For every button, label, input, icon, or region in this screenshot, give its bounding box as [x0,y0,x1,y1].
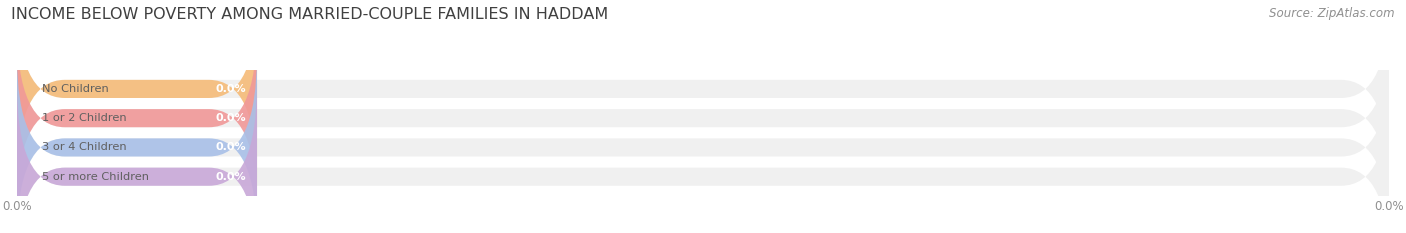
FancyBboxPatch shape [17,0,257,182]
FancyBboxPatch shape [17,83,1389,233]
FancyBboxPatch shape [17,54,1389,233]
Text: 0.0%: 0.0% [215,142,246,152]
FancyBboxPatch shape [17,25,257,212]
Text: 0.0%: 0.0% [215,172,246,182]
Text: 1 or 2 Children: 1 or 2 Children [42,113,127,123]
Text: 0.0%: 0.0% [215,113,246,123]
Text: No Children: No Children [42,84,108,94]
FancyBboxPatch shape [17,0,1389,182]
FancyBboxPatch shape [17,83,257,233]
Text: 5 or more Children: 5 or more Children [42,172,149,182]
FancyBboxPatch shape [17,25,1389,212]
Text: 0.0%: 0.0% [215,84,246,94]
Text: INCOME BELOW POVERTY AMONG MARRIED-COUPLE FAMILIES IN HADDAM: INCOME BELOW POVERTY AMONG MARRIED-COUPL… [11,7,609,22]
Text: 3 or 4 Children: 3 or 4 Children [42,142,127,152]
Text: Source: ZipAtlas.com: Source: ZipAtlas.com [1270,7,1395,20]
FancyBboxPatch shape [17,54,257,233]
